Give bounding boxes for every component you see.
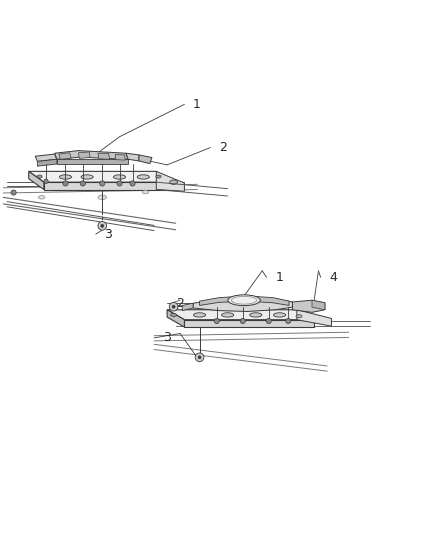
Ellipse shape	[137, 175, 149, 179]
Polygon shape	[98, 153, 110, 159]
Circle shape	[117, 181, 122, 186]
Polygon shape	[182, 303, 193, 311]
Circle shape	[172, 305, 175, 308]
Circle shape	[169, 302, 178, 311]
Ellipse shape	[228, 295, 260, 305]
Polygon shape	[167, 310, 314, 320]
Polygon shape	[29, 172, 171, 182]
Polygon shape	[115, 155, 125, 160]
Circle shape	[80, 181, 85, 186]
Polygon shape	[293, 300, 325, 312]
Text: 1: 1	[275, 271, 283, 284]
Ellipse shape	[37, 175, 42, 178]
Ellipse shape	[113, 175, 126, 179]
Circle shape	[101, 224, 104, 228]
Circle shape	[198, 356, 201, 359]
Ellipse shape	[250, 313, 262, 317]
Polygon shape	[297, 310, 332, 326]
Polygon shape	[312, 300, 325, 310]
Circle shape	[286, 318, 291, 324]
Circle shape	[44, 179, 48, 183]
Circle shape	[130, 181, 135, 186]
Ellipse shape	[222, 313, 234, 317]
Polygon shape	[139, 155, 152, 164]
Polygon shape	[156, 172, 184, 191]
Text: 2: 2	[176, 297, 184, 310]
Polygon shape	[126, 153, 139, 161]
Circle shape	[63, 181, 68, 186]
Ellipse shape	[39, 196, 45, 199]
Ellipse shape	[60, 175, 71, 179]
Ellipse shape	[156, 175, 161, 178]
Circle shape	[214, 318, 219, 324]
Ellipse shape	[296, 314, 302, 318]
Polygon shape	[59, 153, 71, 159]
Polygon shape	[37, 159, 57, 166]
Ellipse shape	[273, 313, 286, 317]
Text: 3: 3	[104, 228, 112, 240]
Polygon shape	[200, 296, 289, 305]
Polygon shape	[35, 154, 57, 161]
Polygon shape	[167, 310, 184, 327]
Circle shape	[195, 353, 204, 361]
Circle shape	[100, 181, 105, 186]
Text: 2: 2	[219, 141, 227, 154]
Circle shape	[98, 222, 106, 230]
Polygon shape	[57, 159, 128, 164]
Polygon shape	[78, 152, 90, 158]
Ellipse shape	[98, 195, 106, 199]
Circle shape	[266, 318, 271, 324]
Circle shape	[11, 190, 16, 195]
Ellipse shape	[232, 296, 257, 304]
Ellipse shape	[81, 175, 93, 179]
Ellipse shape	[170, 313, 177, 317]
Ellipse shape	[142, 190, 149, 194]
Circle shape	[240, 318, 245, 324]
Polygon shape	[55, 151, 128, 159]
Text: 1: 1	[193, 98, 201, 111]
Polygon shape	[29, 172, 44, 190]
Polygon shape	[184, 320, 314, 327]
Polygon shape	[44, 182, 171, 190]
Ellipse shape	[170, 180, 177, 184]
Text: 3: 3	[163, 332, 171, 344]
Polygon shape	[193, 297, 293, 311]
Ellipse shape	[194, 313, 205, 317]
Text: 4: 4	[329, 271, 337, 284]
